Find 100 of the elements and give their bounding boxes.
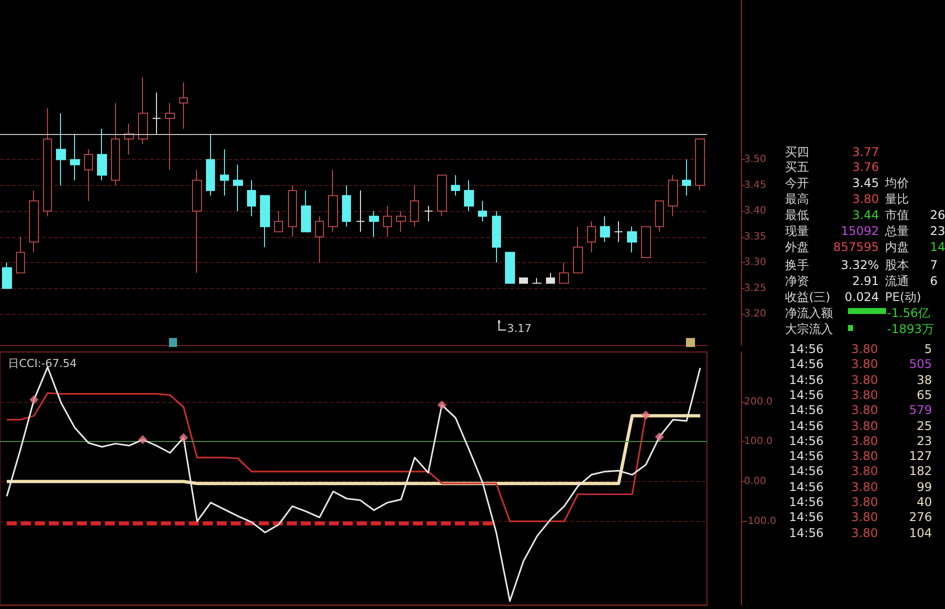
text: 14:56 (789, 388, 824, 403)
text: 857595 (833, 240, 879, 255)
candlestick (424, 205, 433, 222)
text: 14:56 (789, 510, 824, 526)
candlestick (29, 190, 39, 253)
text: 3.80 (851, 480, 878, 495)
y-tick-label: 3.50 (744, 154, 766, 166)
text: 14:56 (789, 449, 824, 464)
text: 3.80 (851, 495, 878, 510)
y-tick-label: 3.35 (744, 231, 766, 242)
text: 3.80 (851, 388, 878, 403)
text: 3.77 (852, 145, 879, 160)
text: 3.45 (852, 176, 879, 191)
y-tick-label: 100.0 (744, 436, 773, 448)
text: 26 (930, 208, 945, 223)
text: 3.80 (851, 464, 878, 480)
text: 最高 (785, 192, 809, 207)
text: 3.80 (851, 418, 878, 434)
text: 收益(三) (785, 290, 830, 305)
text: 25 (916, 418, 932, 434)
y-tick-label: 200.0 (744, 396, 773, 408)
text: 3.76 (852, 160, 879, 175)
point (437, 400, 446, 410)
candlestick (328, 169, 338, 232)
chart-title: 日CCI:-67.54 (8, 357, 77, 370)
candlestick (247, 180, 256, 217)
text: 14 (930, 240, 945, 255)
text: 14:56 (789, 342, 824, 357)
candlestick (233, 164, 243, 212)
candlestick (206, 133, 215, 196)
candlestick (43, 108, 52, 217)
text: 14:56 (789, 403, 824, 418)
text: -1893万 (887, 322, 934, 337)
text: 3.80 (851, 449, 878, 464)
text: 99 (916, 480, 932, 495)
text: 总量 (885, 224, 909, 239)
candlestick (587, 220, 596, 253)
text: 3.80 (851, 403, 878, 418)
text: 最低 (785, 208, 809, 223)
candlestick (288, 184, 297, 238)
text: 2.91 (852, 274, 879, 289)
candlestick (546, 272, 555, 284)
text: 0.024 (844, 290, 879, 305)
text: 市值 (885, 208, 909, 223)
candlestick (519, 278, 528, 284)
text: 净资 (785, 274, 809, 289)
candlestick (410, 184, 419, 228)
candlestick (682, 159, 691, 196)
text: 3.44 (852, 208, 879, 223)
candlestick (478, 200, 487, 222)
candlestick (152, 92, 161, 134)
text: 3.80 (851, 526, 878, 541)
text: 3.80 (851, 357, 878, 372)
point (641, 410, 650, 420)
text: 3.80 (851, 372, 878, 388)
text: 3.80 (851, 510, 878, 526)
y-tick-label: -100.0 (744, 516, 776, 527)
text: PE(动) (885, 290, 922, 305)
candlestick (97, 128, 107, 181)
text: 买五 (785, 160, 809, 175)
text: 净流入额 (785, 306, 833, 321)
candlestick (668, 174, 678, 217)
text: 127 (909, 449, 932, 464)
point (138, 435, 148, 444)
candlestick (179, 82, 188, 130)
text: 外盘 (785, 240, 809, 255)
text: 23 (930, 224, 945, 239)
candlestick (573, 226, 583, 274)
text: 量比 (885, 192, 909, 207)
text: 7 (930, 258, 938, 273)
candlestick (2, 262, 12, 289)
candlestick (315, 216, 324, 264)
text: 40 (916, 495, 932, 510)
text: 现量 (785, 224, 809, 239)
text: 23 (916, 434, 932, 449)
candlestick (641, 226, 651, 258)
candlestick (437, 174, 447, 217)
point (654, 432, 664, 442)
text: 均价 (885, 176, 909, 191)
text: 14:56 (789, 434, 824, 449)
candlestick (492, 210, 501, 264)
candlestick (532, 278, 542, 284)
candlestick (165, 102, 175, 170)
text: 505 (909, 357, 932, 372)
point (29, 395, 38, 404)
text: -1.56亿 (887, 306, 930, 321)
text: 3.32% (840, 258, 879, 273)
y-tick-label: 3.30 (744, 257, 766, 268)
candlestick (16, 236, 25, 274)
candlestick (369, 210, 379, 238)
text: 14:56 (789, 495, 824, 510)
candlestick (505, 252, 515, 284)
candlestick (301, 190, 311, 232)
annotation: 3.17 (507, 322, 532, 335)
text: 换手 (785, 258, 809, 273)
text: 14:56 (789, 357, 824, 372)
candlestick (600, 216, 610, 243)
text: 15092 (840, 224, 879, 239)
text: 5 (924, 342, 932, 357)
text: 3.80 (851, 434, 878, 449)
